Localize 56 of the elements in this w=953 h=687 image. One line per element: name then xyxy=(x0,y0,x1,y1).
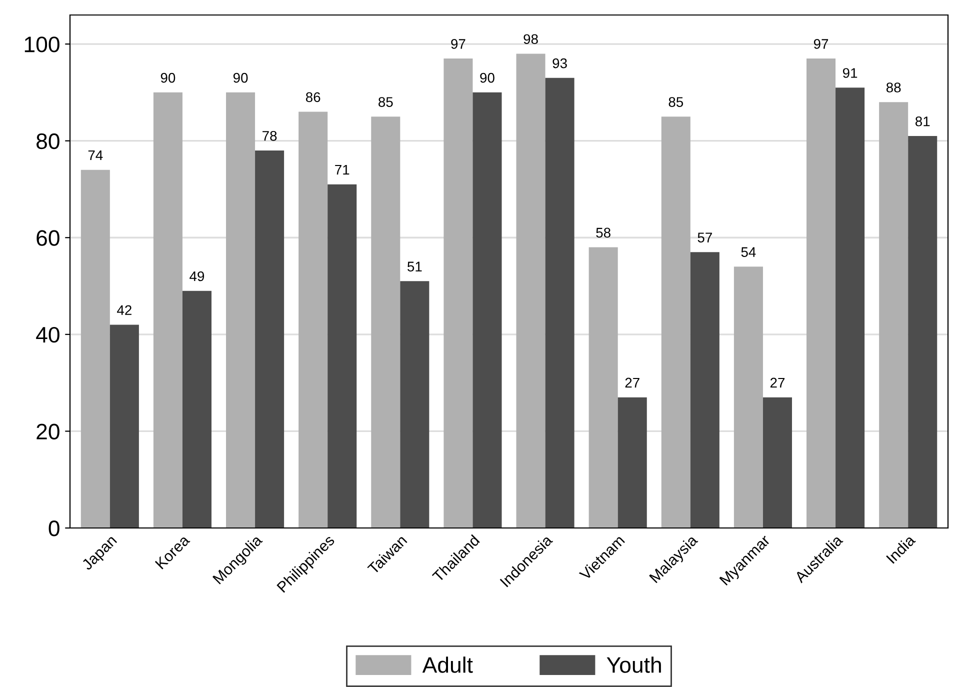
bar xyxy=(806,58,836,528)
data-label: 90 xyxy=(233,72,248,83)
bar xyxy=(762,397,792,528)
bar xyxy=(661,116,690,528)
legend-label: Adult xyxy=(422,656,473,673)
data-label: 57 xyxy=(698,232,712,242)
bar xyxy=(836,88,865,528)
bar xyxy=(908,136,938,528)
y-tick-label: 20 xyxy=(36,424,60,440)
data-label: 78 xyxy=(262,130,277,141)
data-label: 27 xyxy=(770,378,785,388)
y-tick-label: 0 xyxy=(48,520,60,536)
data-label: 97 xyxy=(814,39,828,49)
bar xyxy=(182,290,212,528)
bar xyxy=(400,281,430,528)
bar xyxy=(545,78,574,528)
bar xyxy=(153,92,182,528)
data-label: 97 xyxy=(451,39,466,49)
y-tick-label: 60 xyxy=(36,230,60,246)
data-label: 71 xyxy=(335,165,350,175)
bar xyxy=(371,116,400,528)
data-label: 91 xyxy=(842,68,858,78)
data-label: 81 xyxy=(915,116,930,126)
data-label: 88 xyxy=(886,82,901,92)
data-label: 51 xyxy=(408,262,422,272)
bar xyxy=(110,324,139,528)
data-label: 85 xyxy=(378,97,393,107)
bar xyxy=(444,58,473,528)
data-label: 85 xyxy=(668,97,684,107)
bar xyxy=(472,92,502,528)
bar xyxy=(879,102,908,528)
bar xyxy=(618,397,647,528)
bar xyxy=(516,54,546,528)
bar xyxy=(80,170,110,528)
bar xyxy=(734,266,763,528)
bar xyxy=(690,252,720,528)
y-tick-label: 40 xyxy=(36,326,60,343)
bar xyxy=(226,92,256,528)
bar xyxy=(588,247,618,528)
data-label: 58 xyxy=(596,228,610,238)
data-label: 49 xyxy=(190,271,204,282)
bar xyxy=(255,150,284,528)
data-label: 42 xyxy=(117,305,132,315)
data-label: 93 xyxy=(552,58,567,68)
bar xyxy=(298,112,328,528)
y-tick-label: 80 xyxy=(36,133,60,150)
data-label: 54 xyxy=(741,247,756,257)
data-label: 86 xyxy=(306,92,320,102)
data-label: 27 xyxy=(625,378,640,388)
y-tick-label: 100 xyxy=(24,36,60,52)
data-label: 90 xyxy=(480,72,494,83)
bar xyxy=(328,184,357,528)
data-label: 90 xyxy=(160,72,176,83)
data-label: 74 xyxy=(88,150,103,160)
data-label: 98 xyxy=(524,34,538,44)
legend-label: Youth xyxy=(606,656,661,673)
